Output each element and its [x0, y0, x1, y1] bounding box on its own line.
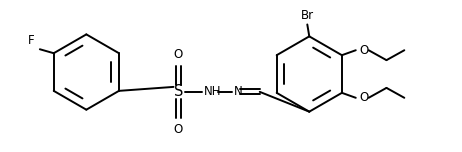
Text: F: F	[28, 34, 35, 47]
Text: O: O	[360, 91, 369, 104]
Text: O: O	[174, 48, 183, 61]
Text: O: O	[360, 44, 369, 57]
Text: Br: Br	[301, 9, 314, 22]
Text: N: N	[234, 85, 243, 98]
Text: O: O	[174, 123, 183, 136]
Text: NH: NH	[204, 85, 222, 98]
Text: S: S	[174, 84, 183, 99]
